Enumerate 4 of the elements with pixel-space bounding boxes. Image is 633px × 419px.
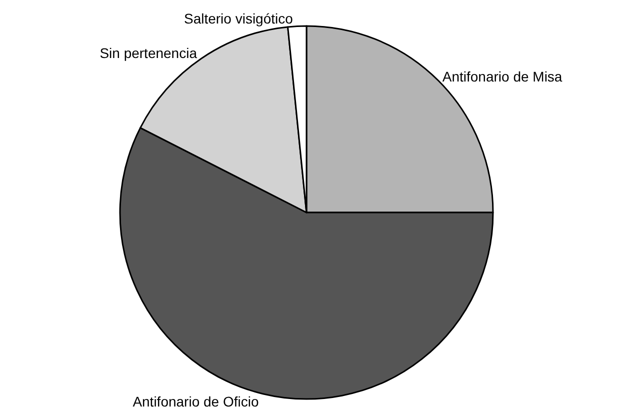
- slice-label: Sin pertenencia: [100, 45, 198, 62]
- slice-label: Salterio visigótico: [184, 10, 294, 26]
- slice-label: Antifonario de Oficio: [132, 393, 259, 410]
- slice-label: Antifonario de Misa: [442, 68, 562, 85]
